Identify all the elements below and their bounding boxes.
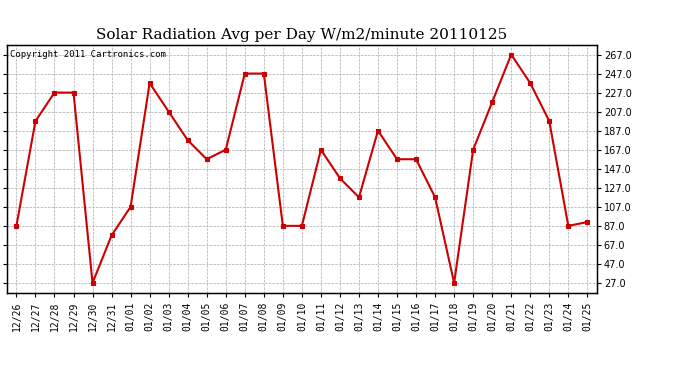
Text: Copyright 2011 Cartronics.com: Copyright 2011 Cartronics.com bbox=[10, 50, 166, 59]
Title: Solar Radiation Avg per Day W/m2/minute 20110125: Solar Radiation Avg per Day W/m2/minute … bbox=[96, 28, 508, 42]
